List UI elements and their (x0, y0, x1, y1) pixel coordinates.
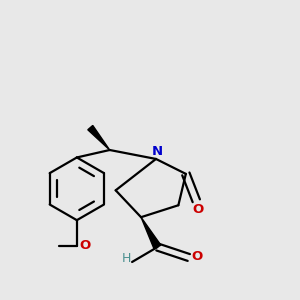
Text: O: O (79, 239, 91, 252)
Text: O: O (192, 203, 203, 216)
Text: H: H (122, 253, 131, 266)
Text: N: N (151, 145, 162, 158)
Text: O: O (192, 250, 203, 262)
Polygon shape (88, 125, 110, 150)
Polygon shape (141, 217, 161, 249)
